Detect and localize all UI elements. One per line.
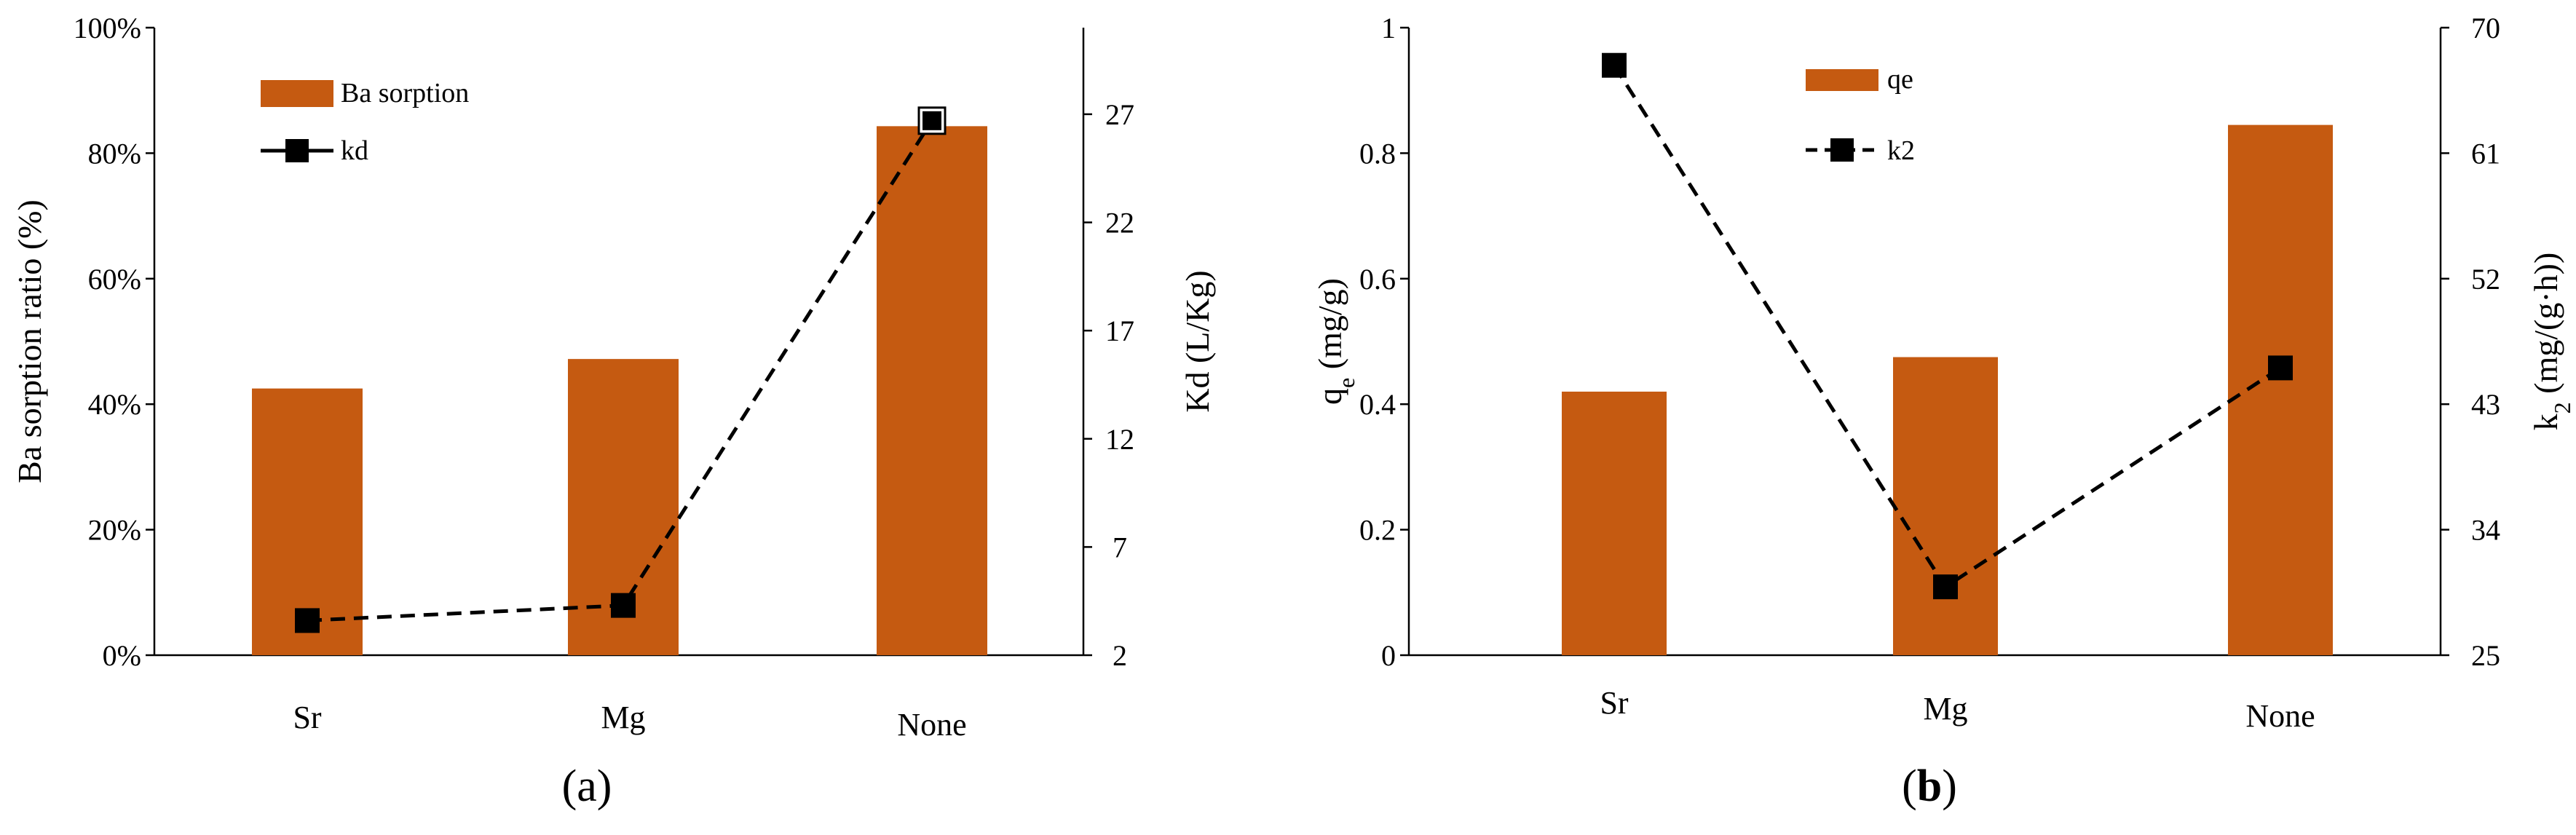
marker-none — [2268, 355, 2293, 381]
legend-bar-label: qe — [1887, 64, 1913, 95]
bar-sr — [1562, 391, 1667, 655]
panel-b-line — [1602, 52, 2293, 600]
bar-none — [877, 126, 987, 656]
left-tick-label: 0% — [103, 639, 141, 672]
right-tick-label: 17 — [1105, 314, 1134, 347]
category-label-mg: Mg — [1923, 691, 1967, 727]
right-tick-label: 43 — [2471, 388, 2500, 421]
marker-sr — [1602, 52, 1627, 78]
category-label-sr: Sr — [1600, 685, 1628, 721]
panel-a-label: (a) — [562, 761, 612, 811]
legend-line-label: k2 — [1887, 135, 1915, 166]
legend-bar-label: Ba sorption — [341, 78, 469, 108]
category-label-none: None — [897, 707, 966, 743]
panel-a-left-axis-title: Ba sorption ratio (%) — [11, 199, 48, 483]
bar-mg — [1893, 357, 1998, 655]
panel-b-left-axis-title: qe (mg/g) — [1311, 278, 1359, 405]
right-tick-label: 7 — [1113, 531, 1127, 563]
bar-none — [2228, 124, 2333, 656]
marker-mg — [611, 593, 636, 618]
legend-bar-swatch — [1806, 69, 1878, 91]
right-tick-label: 61 — [2471, 137, 2500, 170]
panel-a-line — [295, 106, 947, 633]
left-tick-label: 0 — [1381, 639, 1396, 672]
left-tick-label: 100% — [74, 12, 141, 44]
right-tick-label: 70 — [2471, 12, 2500, 44]
right-tick-label: 52 — [2471, 263, 2500, 296]
right-tick-label: 25 — [2471, 639, 2500, 672]
right-tick-label: 27 — [1105, 98, 1134, 131]
marker-none — [922, 111, 941, 130]
category-label-mg: Mg — [601, 700, 645, 735]
panel-b-left-ticks: 0 0.2 0.4 0.6 0.8 1 — [1359, 12, 1409, 672]
legend-line-label: kd — [341, 135, 368, 166]
panel-a-right-axis-title: Kd (L/Kg) — [1179, 270, 1216, 412]
panel-b-right-ticks: 25 34 43 52 61 70 — [2441, 12, 2500, 672]
panel-b-bars — [1562, 124, 2333, 656]
left-tick-label: 0.2 — [1359, 514, 1396, 547]
left-tick-label: 0.6 — [1359, 263, 1396, 296]
panel-b-category-labels: Sr Mg None — [1600, 685, 2315, 734]
right-tick-label: 2 — [1113, 639, 1127, 672]
panel-b-right-axis-title: k2 (mg/(g·h)) — [2527, 253, 2575, 431]
panel-b-legend: qe k2 — [1806, 64, 1915, 166]
panel-b-label: (b) — [1902, 761, 1957, 811]
legend-marker-icon — [285, 139, 309, 162]
marker-sr — [295, 608, 320, 633]
left-tick-label: 60% — [88, 263, 141, 296]
category-label-none: None — [2245, 698, 2315, 734]
right-tick-label: 12 — [1105, 423, 1134, 456]
panel-a-legend: Ba sorption kd — [261, 78, 469, 166]
legend-bar-swatch — [261, 80, 333, 107]
left-tick-label: 0.4 — [1359, 388, 1396, 421]
panel-a-left-ticks: 0% 20% 40% 60% 80% 100% — [74, 12, 154, 672]
right-tick-label: 22 — [1105, 207, 1134, 240]
left-tick-label: 20% — [88, 514, 141, 547]
legend-marker-icon — [1830, 138, 1854, 162]
left-tick-label: 40% — [88, 388, 141, 421]
panel-a-bars — [252, 126, 987, 656]
marker-mg — [1933, 574, 1958, 600]
panel-a-category-labels: Sr Mg None — [293, 700, 966, 743]
left-tick-label: 1 — [1381, 12, 1396, 44]
category-label-sr: Sr — [293, 700, 321, 735]
right-tick-label: 34 — [2471, 514, 2500, 547]
left-tick-label: 0.8 — [1359, 137, 1396, 170]
panel-b: 0 0.2 0.4 0.6 0.8 1 25 34 43 52 61 70 Sr Mg None qe … — [1311, 12, 2575, 811]
left-tick-label: 80% — [88, 137, 141, 170]
